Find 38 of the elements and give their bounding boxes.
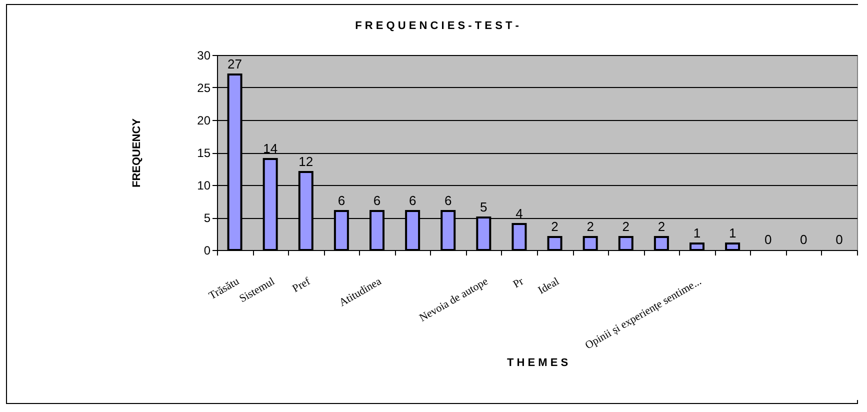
data-label: 1 (728, 226, 736, 240)
bar (547, 236, 562, 251)
bar (512, 223, 527, 251)
data-label: 6 (338, 193, 346, 208)
y-tick-label: 10 (197, 178, 211, 192)
bar (654, 236, 669, 251)
data-label: 6 (408, 193, 416, 208)
y-tick-label: 0 (204, 244, 211, 258)
data-label: 0 (800, 232, 808, 247)
y-tick-label: 30 (197, 48, 211, 62)
x-axis-title: T H E M E S (506, 357, 568, 370)
data-label: 2 (551, 219, 558, 234)
data-label: 0 (764, 232, 772, 247)
data-label: 12 (298, 154, 314, 169)
data-label: 2 (658, 219, 666, 234)
data-label: 14 (263, 141, 278, 156)
y-tick-label: 20 (197, 114, 211, 128)
data-label: 2 (586, 219, 594, 234)
data-label: 27 (228, 56, 242, 72)
data-label: 5 (480, 200, 488, 214)
y-tick-label: 15 (197, 146, 211, 160)
x-tick-label: Pr (511, 275, 526, 291)
data-label: 6 (444, 193, 452, 208)
y-axis-title: FREQUENCY (131, 118, 144, 188)
data-label: 4 (516, 206, 523, 221)
data-label: 1 (693, 226, 701, 240)
chart-title: F R E Q U E N C I E S - T E S T - (355, 20, 520, 32)
data-label: 6 (373, 193, 381, 208)
y-tick-label: 5 (204, 211, 211, 225)
y-tick-label: 25 (197, 81, 211, 95)
bar (725, 242, 740, 251)
data-label: 2 (622, 219, 630, 234)
bar (618, 236, 634, 251)
x-tick-label: Ideal (536, 276, 562, 297)
x-tick-label: Pref (290, 275, 313, 296)
data-label: 0 (836, 232, 843, 247)
bar (690, 242, 704, 251)
bar (582, 236, 598, 251)
